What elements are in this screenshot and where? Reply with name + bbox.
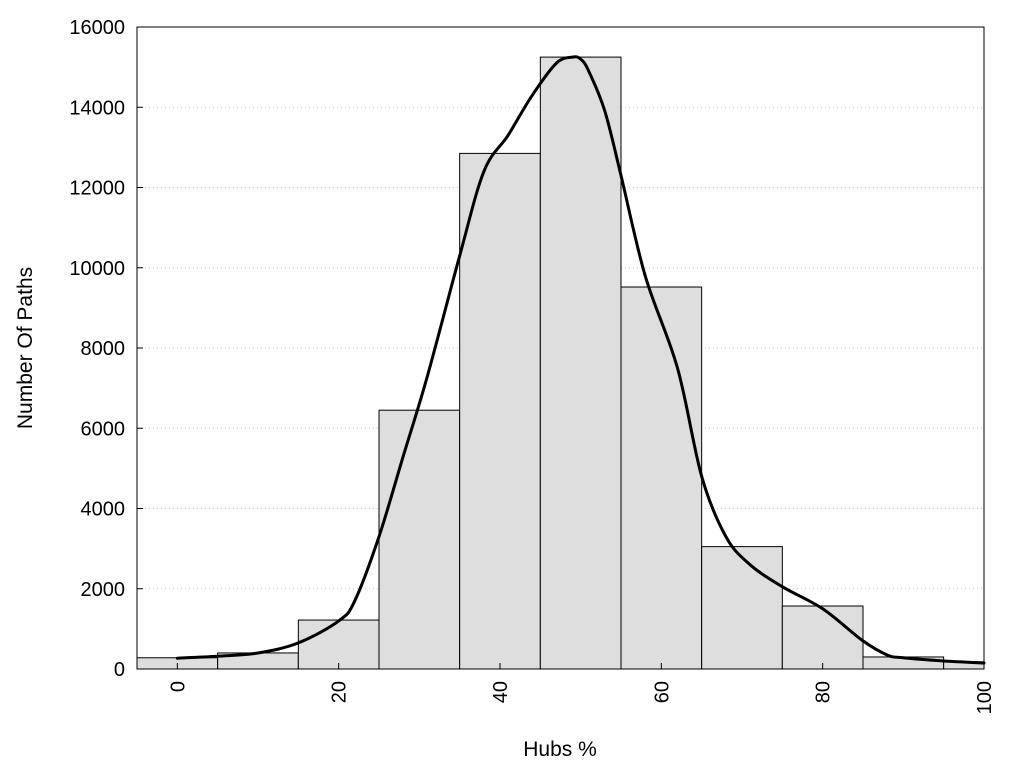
y-tick-label: 8000 [81, 338, 126, 360]
y-tick-label: 12000 [69, 178, 125, 200]
histogram-bar [459, 152, 541, 670]
histogram-bar [701, 546, 783, 670]
histogram-bar [378, 409, 461, 670]
histogram-bar [620, 286, 703, 670]
bars-layer [136, 56, 985, 670]
ticks-layer: 0 2000 4000 6000 8000 10000 12000 14000 16000 0 20… [69, 17, 996, 714]
histogram-bar [297, 619, 380, 670]
y-tick-label: 4000 [81, 499, 126, 521]
curve-layer [175, 55, 986, 665]
y-axis-title: Number Of Paths [14, 267, 37, 429]
y-tick-label: 14000 [69, 97, 125, 119]
x-tick-label: 100 [974, 681, 996, 714]
y-tick-label: 2000 [81, 579, 126, 601]
histogram-bar [781, 605, 864, 670]
x-tick-label: 40 [490, 681, 512, 703]
x-tick-label: 60 [651, 681, 673, 703]
density-curve [175, 55, 986, 665]
x-tick-label: 0 [167, 681, 189, 692]
y-tick-label: 6000 [81, 418, 126, 440]
y-tick-label: 10000 [69, 258, 125, 280]
histogram-bar [539, 56, 622, 670]
x-axis-title: Hubs % [523, 738, 597, 761]
x-tick-label: 20 [329, 681, 351, 703]
y-tick-label: 0 [114, 659, 125, 681]
x-tick-label: 80 [813, 681, 835, 703]
y-tick-label: 16000 [69, 17, 125, 39]
